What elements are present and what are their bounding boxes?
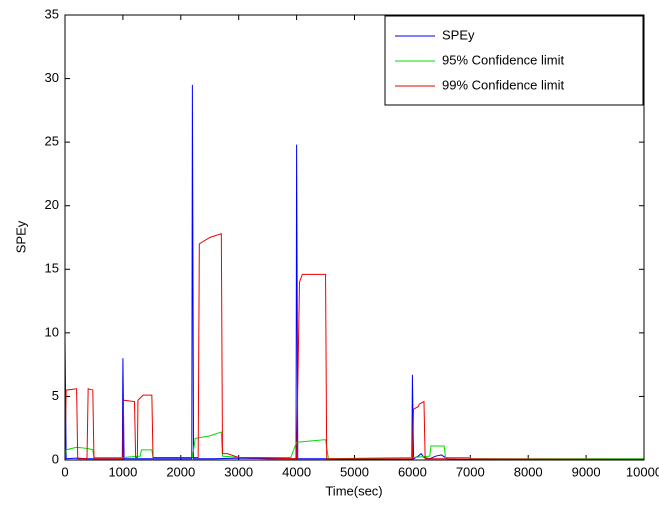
y-axis-label: SPEy (13, 220, 28, 253)
y-tick-label: 0 (52, 451, 59, 466)
x-tick-label: 2000 (166, 464, 195, 479)
x-tick-label: 5000 (340, 464, 369, 479)
series-line (64, 84, 644, 460)
x-tick-label: 1000 (108, 464, 137, 479)
y-tick-label: 5 (52, 388, 59, 403)
y-tick-label: 10 (45, 324, 59, 339)
legend-label: 95% Confidence limit (442, 52, 565, 67)
x-tick-label: 7000 (456, 464, 485, 479)
x-tick-label: 10000 (626, 464, 659, 479)
series-line (64, 232, 645, 460)
x-tick-label: 9000 (572, 464, 601, 479)
legend-label: SPEy (442, 27, 475, 42)
y-tick-label: 30 (45, 70, 59, 85)
y-tick-label: 35 (45, 6, 59, 21)
x-tick-label: 4000 (282, 464, 311, 479)
x-tick-label: 3000 (224, 464, 253, 479)
x-tick-label: 8000 (514, 464, 543, 479)
y-tick-label: 15 (45, 261, 59, 276)
x-axis-label: Time(sec) (325, 483, 382, 498)
plot-frame (64, 14, 645, 461)
x-tick-label: 6000 (398, 464, 427, 479)
y-tick-label: 20 (45, 197, 59, 212)
y-tick-label: 25 (45, 134, 59, 149)
legend-label: 99% Confidence limit (442, 77, 565, 92)
x-tick-label: 0 (61, 464, 68, 479)
